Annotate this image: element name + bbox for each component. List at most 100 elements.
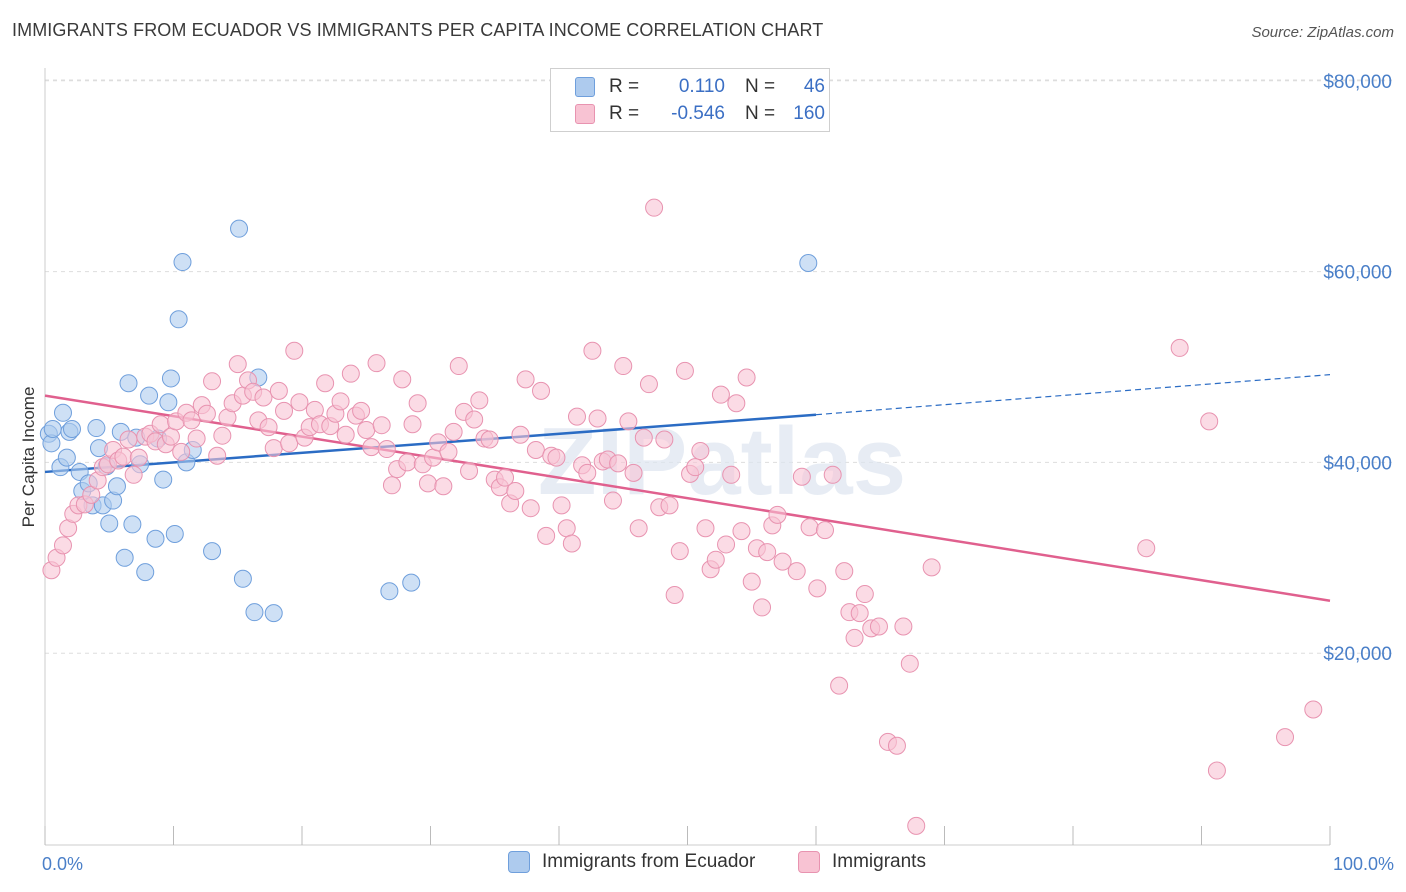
point-immigrants (1207, 761, 1226, 780)
point-immigrants (259, 418, 278, 437)
point-ecuador (119, 374, 138, 393)
point-immigrants (172, 442, 191, 461)
point-immigrants (900, 654, 919, 673)
point-immigrants (823, 465, 842, 484)
point-immigrants (894, 617, 913, 636)
point-immigrants (187, 429, 206, 448)
source-credit: Source: ZipAtlas.com (1251, 24, 1394, 41)
point-immigrants (275, 401, 294, 420)
series-legend-immigrants[interactable]: Immigrants (798, 851, 926, 873)
point-immigrants (578, 463, 597, 482)
point-immigrants (609, 454, 628, 473)
point-immigrants (460, 461, 479, 480)
point-ecuador (402, 573, 421, 592)
point-immigrants (182, 411, 201, 430)
y-tick-label: $20,000 (1323, 644, 1392, 665)
point-ecuador (146, 529, 165, 548)
point-immigrants (336, 425, 355, 444)
point-immigrants (208, 446, 227, 465)
point-immigrants (1170, 338, 1189, 357)
series-swatch-ecuador (508, 851, 530, 873)
point-immigrants (634, 428, 653, 447)
point-immigrants (449, 357, 468, 376)
point-immigrants (197, 404, 216, 423)
point-ecuador (230, 219, 249, 238)
legend-r-value: -0.546 (671, 103, 725, 124)
point-immigrants (532, 381, 551, 400)
point-immigrants (1276, 728, 1295, 747)
point-ecuador (100, 514, 119, 533)
legend-swatch-immigrants (575, 104, 595, 124)
point-immigrants (280, 434, 299, 453)
point-immigrants (316, 374, 335, 393)
point-immigrants (398, 453, 417, 472)
point-immigrants (758, 543, 777, 562)
series-label-immigrants: Immigrants (832, 851, 926, 872)
point-immigrants (768, 505, 787, 524)
point-immigrants (331, 392, 350, 411)
point-ecuador (107, 477, 126, 496)
point-ecuador (57, 448, 76, 467)
point-immigrants (639, 375, 658, 394)
point-immigrants (603, 491, 622, 510)
point-ecuador (115, 548, 134, 567)
point-immigrants (800, 518, 819, 537)
point-immigrants (732, 522, 751, 541)
point-immigrants (552, 496, 571, 515)
point-immigrants (686, 458, 705, 477)
point-ecuador (161, 369, 180, 388)
point-immigrants (439, 442, 458, 461)
point-immigrants (367, 354, 386, 373)
point-immigrants (352, 401, 371, 420)
y-tick-label: $40,000 (1323, 453, 1392, 474)
point-immigrants (696, 519, 715, 538)
point-immigrants (129, 448, 148, 467)
point-immigrants (792, 467, 811, 486)
point-ecuador (203, 542, 222, 561)
point-immigrants (1304, 700, 1323, 719)
point-immigrants (511, 425, 530, 444)
point-immigrants (418, 474, 437, 493)
series-swatch-immigrants (798, 851, 820, 873)
series-legend-ecuador[interactable]: Immigrants from Ecuador (508, 851, 755, 873)
point-ecuador (165, 524, 184, 543)
point-immigrants (907, 816, 926, 835)
point-immigrants (269, 381, 288, 400)
point-immigrants (629, 519, 648, 538)
point-immigrants (526, 440, 545, 459)
point-immigrants (377, 440, 396, 459)
point-immigrants (742, 572, 761, 591)
point-ecuador (233, 569, 252, 588)
point-immigrants (670, 542, 689, 561)
point-immigrants (444, 422, 463, 441)
point-immigrants (424, 448, 443, 467)
legend-n-label: N = (745, 76, 776, 97)
point-ecuador (173, 253, 192, 272)
point-immigrants (850, 604, 869, 623)
point-immigrants (773, 552, 792, 571)
point-immigrants (588, 409, 607, 428)
point-ecuador (245, 603, 264, 622)
y-tick-label: $60,000 (1323, 263, 1392, 284)
trend-line-immigrants (44, 394, 1331, 602)
point-immigrants (537, 526, 556, 545)
x-tick-label: 100.0% (1333, 854, 1394, 874)
point-immigrants (516, 370, 535, 389)
point-immigrants (382, 476, 401, 495)
legend-row-immigrants: R = -0.546 N = 160 (575, 101, 825, 127)
point-ecuador (159, 393, 178, 412)
point-immigrants (808, 579, 827, 598)
point-ecuador (154, 470, 173, 489)
legend-r-label: R = (609, 76, 640, 97)
point-immigrants (737, 368, 756, 387)
point-immigrants (660, 496, 679, 515)
point-immigrants (753, 598, 772, 617)
point-immigrants (830, 676, 849, 695)
point-immigrants (124, 465, 143, 484)
point-immigrants (815, 521, 834, 540)
point-immigrants (583, 341, 602, 360)
chart-title: IMMIGRANTS FROM ECUADOR VS IMMIGRANTS PE… (12, 20, 824, 40)
point-immigrants (717, 535, 736, 554)
point-immigrants (624, 463, 643, 482)
